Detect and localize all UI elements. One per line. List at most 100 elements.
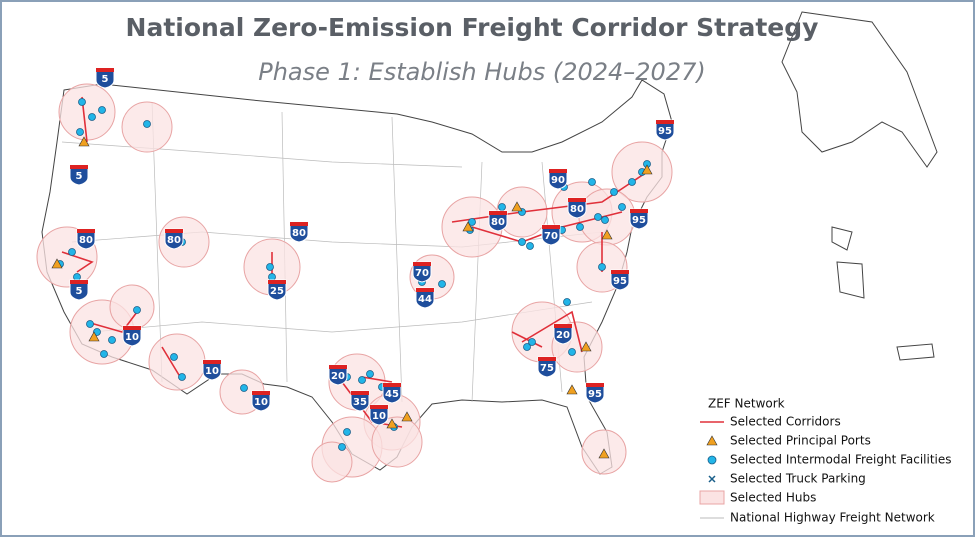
shield-number: 80 bbox=[79, 235, 93, 246]
shield-number: 80 bbox=[292, 228, 306, 239]
port bbox=[462, 221, 474, 232]
facility bbox=[568, 348, 576, 356]
facility bbox=[498, 203, 506, 211]
shield bbox=[610, 269, 630, 291]
puerto-rico bbox=[896, 343, 935, 361]
shield bbox=[553, 323, 573, 345]
hub bbox=[58, 83, 116, 141]
facility bbox=[618, 203, 626, 211]
shield bbox=[488, 210, 508, 232]
shield-number: 45 bbox=[385, 389, 399, 400]
legend-item: Selected Hubs bbox=[730, 491, 816, 505]
shield bbox=[164, 228, 184, 250]
facility bbox=[610, 188, 618, 196]
shield-band bbox=[351, 391, 369, 395]
port bbox=[511, 201, 523, 212]
shield bbox=[382, 382, 402, 404]
shield bbox=[69, 164, 89, 186]
legend-item: Selected Corridors bbox=[730, 415, 841, 429]
shield-band bbox=[370, 405, 388, 409]
shield-number: 5 bbox=[102, 74, 109, 85]
shield-number: 10 bbox=[125, 332, 139, 343]
shield-number: 20 bbox=[331, 371, 345, 382]
facility bbox=[98, 106, 106, 114]
shield-number: 5 bbox=[76, 171, 83, 182]
shield-number: 70 bbox=[544, 231, 558, 242]
facility bbox=[598, 263, 606, 271]
shield-number: 95 bbox=[588, 389, 602, 400]
shield-number: 95 bbox=[613, 276, 627, 287]
legend-item: National Highway Freight Network bbox=[730, 511, 935, 525]
shield-number: 10 bbox=[205, 366, 219, 377]
facility bbox=[133, 306, 141, 314]
shield-number: 80 bbox=[570, 204, 584, 215]
facility bbox=[178, 373, 186, 381]
shield bbox=[412, 261, 432, 283]
shield-number: 95 bbox=[658, 126, 672, 137]
facility bbox=[73, 273, 81, 281]
shield-number: 10 bbox=[372, 411, 386, 422]
shield bbox=[585, 382, 605, 404]
shield bbox=[289, 221, 309, 243]
facility bbox=[358, 376, 366, 384]
legend: ZEF Network Selected Corridors Selected … bbox=[699, 397, 952, 525]
facility bbox=[86, 320, 94, 328]
port bbox=[386, 418, 398, 429]
facility bbox=[108, 336, 116, 344]
title: National Zero-Emission Freight Corridor … bbox=[126, 13, 819, 42]
facility bbox=[518, 238, 526, 246]
facility bbox=[88, 113, 96, 121]
port bbox=[401, 411, 413, 422]
facility bbox=[68, 248, 76, 256]
shield-band bbox=[123, 326, 141, 330]
shield bbox=[537, 356, 557, 378]
facility bbox=[526, 242, 534, 250]
shield bbox=[541, 224, 561, 246]
shield-number: 25 bbox=[270, 286, 284, 297]
shield-band bbox=[290, 222, 308, 226]
shield-number: 20 bbox=[556, 330, 570, 341]
facility bbox=[523, 343, 531, 351]
legend-swatch bbox=[699, 490, 725, 505]
facility bbox=[143, 120, 151, 128]
shield-band bbox=[489, 211, 507, 215]
shield-number: 90 bbox=[551, 175, 565, 186]
hawaii bbox=[831, 226, 865, 299]
shield-number: 80 bbox=[167, 235, 181, 246]
shield bbox=[95, 67, 115, 89]
facility bbox=[366, 370, 374, 378]
shield-number: 44 bbox=[418, 294, 432, 305]
facility bbox=[468, 218, 476, 226]
shield-band bbox=[416, 288, 434, 292]
shield-band bbox=[383, 383, 401, 387]
legend-title: ZEF Network bbox=[708, 397, 785, 411]
shield-band bbox=[549, 169, 567, 173]
shield-band bbox=[554, 324, 572, 328]
facility bbox=[266, 263, 274, 271]
shield-band bbox=[70, 280, 88, 284]
port bbox=[641, 164, 653, 175]
legend-item: Selected Intermodal Freight Facilities bbox=[730, 453, 952, 467]
port bbox=[601, 229, 613, 240]
shield bbox=[415, 287, 435, 309]
shield bbox=[629, 208, 649, 230]
port bbox=[78, 136, 90, 147]
facility bbox=[601, 216, 609, 224]
facility bbox=[528, 338, 536, 346]
port bbox=[51, 258, 63, 269]
facility bbox=[343, 428, 351, 436]
facility bbox=[338, 443, 346, 451]
shield-number: 95 bbox=[632, 215, 646, 226]
shield bbox=[350, 390, 370, 412]
shield-band bbox=[329, 365, 347, 369]
shield-number: 80 bbox=[491, 217, 505, 228]
shield-band bbox=[542, 225, 560, 229]
shield-number: 75 bbox=[540, 363, 554, 374]
legend-item: Selected Truck Parking bbox=[730, 472, 866, 486]
shield-band bbox=[630, 209, 648, 213]
shield bbox=[369, 404, 389, 426]
shield bbox=[655, 119, 675, 141]
shield-band bbox=[656, 120, 674, 124]
facility bbox=[588, 178, 596, 186]
